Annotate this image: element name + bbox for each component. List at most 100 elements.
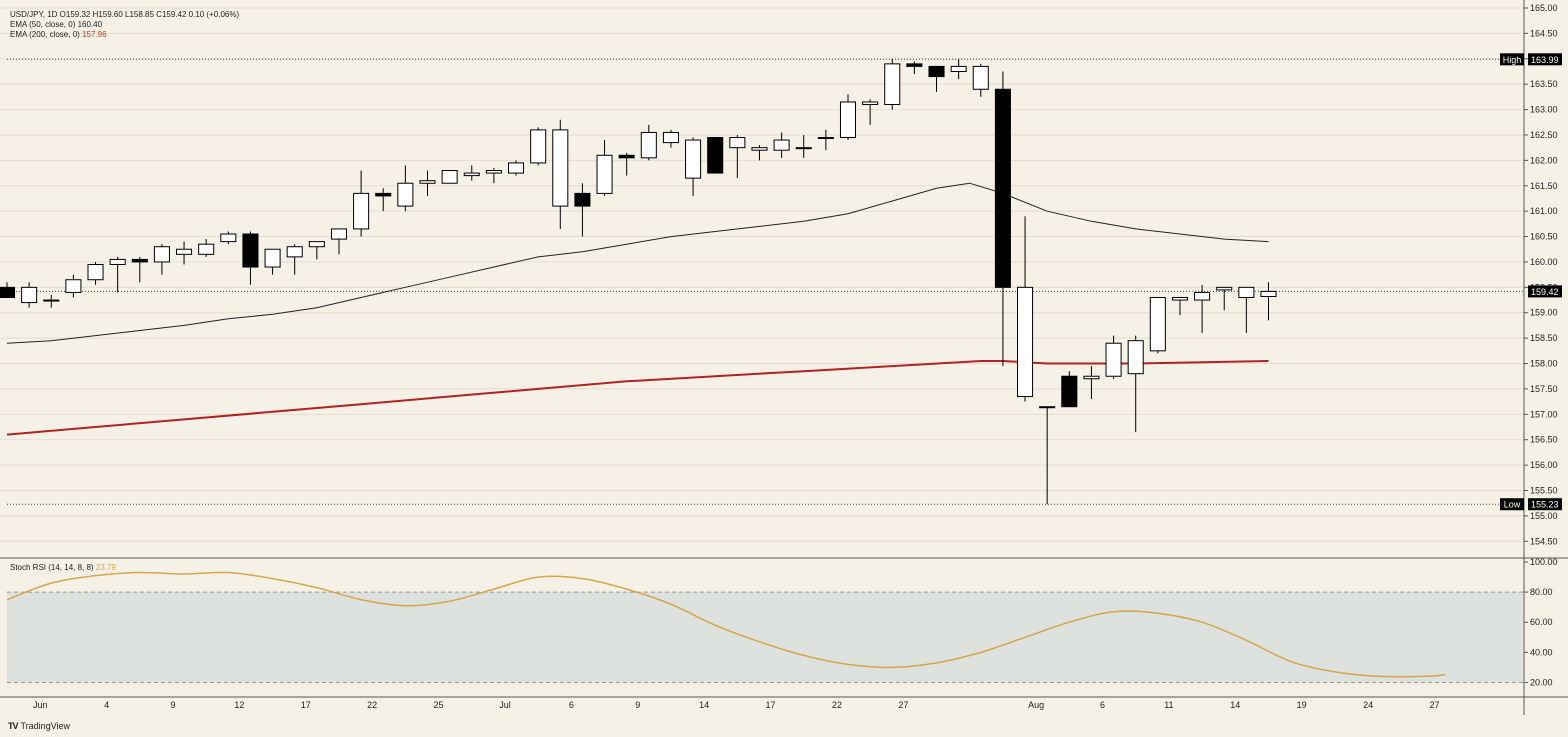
time-tick-label: 6	[1100, 700, 1105, 710]
candle	[1149, 297, 1166, 354]
candle	[862, 99, 879, 125]
candle-body	[1194, 291, 1211, 301]
candle-body	[839, 101, 857, 139]
high-badge-value: 163.99	[1531, 55, 1559, 65]
low-badge-value: 155.23	[1531, 500, 1559, 510]
candle	[353, 170, 370, 237]
candle-body	[729, 137, 746, 149]
candle-body	[463, 172, 480, 177]
candle	[198, 239, 215, 257]
ema200-value: 157.96	[82, 30, 107, 39]
candle-body	[397, 182, 414, 207]
candle	[330, 228, 347, 255]
ema50-line	[6, 182, 1269, 344]
candle-body	[308, 241, 325, 248]
candle-body	[1061, 375, 1078, 408]
candle	[618, 152, 635, 176]
candle	[950, 59, 967, 80]
price-tick-label: 157.00	[1530, 409, 1558, 419]
ema200-label: EMA (200, close, 0)	[10, 30, 80, 39]
candle	[1083, 366, 1100, 400]
price-tick-label: 155.00	[1530, 511, 1558, 521]
time-tick-label: 14	[699, 700, 709, 710]
time-tick-label: 17	[766, 700, 776, 710]
time-tick-label: 6	[569, 700, 574, 710]
candle	[242, 231, 259, 285]
candle	[87, 261, 104, 285]
candle-body	[795, 147, 812, 150]
price-tick-label: 165.00	[1530, 3, 1558, 13]
tradingview-brand[interactable]: TV TradingView	[8, 721, 70, 731]
high-badge: 163.99 High	[1500, 53, 1562, 66]
stoch-rsi-legend: Stoch RSI (14, 14, 8, 8) 23.79	[10, 563, 116, 573]
candle	[994, 71, 1011, 367]
candle	[1105, 335, 1122, 379]
price-tick-label: 157.50	[1530, 384, 1558, 394]
candle-body	[1105, 342, 1122, 377]
candle-body	[1171, 297, 1188, 301]
price-tick-label: 161.50	[1530, 181, 1558, 191]
candle-body	[906, 63, 923, 67]
candle-body	[707, 137, 724, 174]
candle	[1127, 335, 1144, 433]
time-tick-label: 9	[635, 700, 640, 710]
candle	[640, 124, 657, 161]
candle-body	[884, 63, 901, 106]
ema200-legend: EMA (200, close, 0) 157.96	[10, 30, 107, 40]
candle	[574, 183, 591, 237]
candle-body	[773, 139, 790, 151]
candle	[552, 119, 569, 229]
time-tick-label: 9	[170, 700, 175, 710]
candle	[441, 170, 458, 184]
price-tick-label: 156.00	[1530, 460, 1558, 470]
tradingview-name: TradingView	[20, 721, 71, 731]
candle	[153, 244, 170, 275]
candle-body	[751, 147, 768, 151]
candle	[1017, 216, 1034, 402]
candle-body	[928, 65, 945, 78]
candle	[928, 65, 945, 92]
candle-body	[507, 162, 525, 174]
rsi-tick-label: 20.00	[1530, 677, 1553, 687]
candle	[906, 61, 923, 75]
candle	[1039, 406, 1056, 505]
candle-body	[220, 233, 237, 243]
candle	[176, 241, 193, 265]
candle	[375, 188, 392, 212]
ema50-legend: EMA (50, close, 0) 160.40	[10, 20, 102, 30]
candle	[707, 137, 724, 174]
candle-body	[640, 131, 657, 159]
time-tick-label: 12	[234, 700, 244, 710]
candle-body	[65, 279, 82, 293]
candle-body	[353, 192, 370, 230]
candle	[109, 256, 126, 293]
price-tick-label: 155.50	[1530, 486, 1558, 496]
ema50-value: 160.40	[77, 20, 103, 29]
tradingview-logo-icon: TV	[8, 721, 18, 731]
candle-body	[530, 129, 547, 164]
stoch-rsi-label: Stoch RSI (14, 14, 8, 8)	[10, 563, 94, 572]
candle-body	[618, 154, 635, 159]
time-tick-label: 24	[1363, 700, 1373, 710]
price-tick-label: 162.50	[1530, 130, 1558, 140]
candle-body	[21, 286, 38, 304]
candle-body	[0, 286, 16, 299]
stoch-rsi-line	[6, 571, 1446, 678]
symbol-ohlc-text: USD/JPY, 1D O159.32 H159.60 L158.85 C159…	[10, 10, 240, 19]
candle	[1238, 286, 1255, 334]
candle	[1260, 282, 1277, 321]
candle	[397, 165, 414, 212]
time-tick-label: 17	[301, 700, 311, 710]
candle-body	[485, 170, 502, 174]
candle	[795, 134, 812, 158]
rsi-tick-label: 100.00	[1530, 557, 1558, 567]
price-tick-label: 160.00	[1530, 257, 1558, 267]
candle	[596, 140, 613, 196]
low-badge-label-box	[1500, 498, 1524, 511]
price-tick-label: 163.50	[1530, 79, 1558, 89]
candle-body	[972, 65, 989, 90]
price-tick-label: 162.00	[1530, 155, 1558, 165]
candle	[507, 160, 525, 176]
candle	[308, 241, 325, 260]
